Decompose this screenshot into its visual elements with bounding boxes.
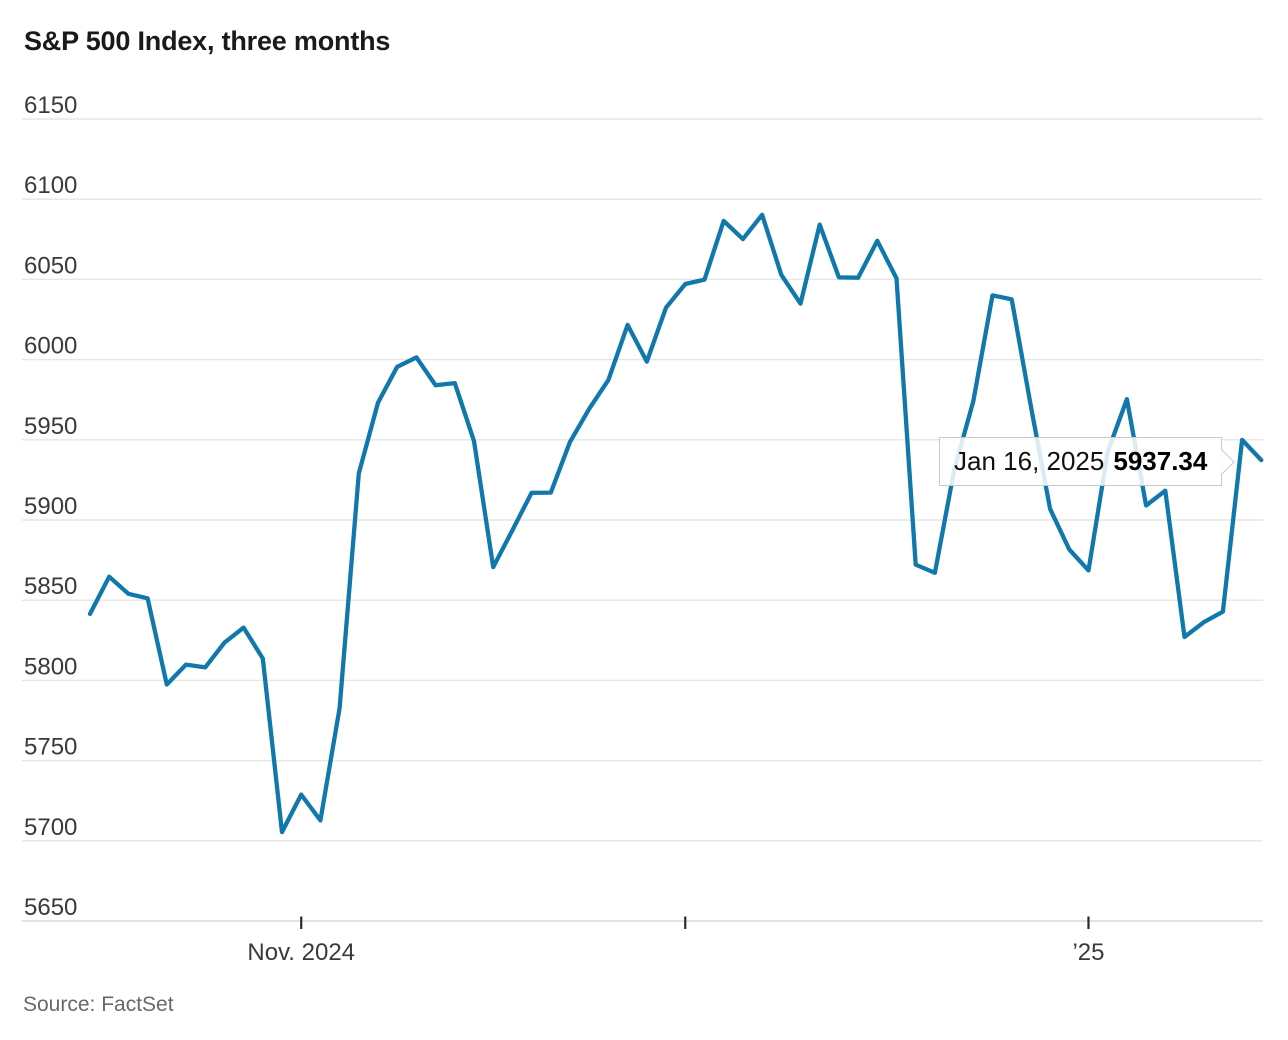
y-axis-label: 6100 <box>24 172 77 199</box>
price-line[interactable] <box>87 212 1264 835</box>
y-axis-label: 5700 <box>24 814 77 841</box>
tooltip-date-label: Jan 16, 2025 <box>954 446 1105 476</box>
y-axis-label: 5900 <box>24 493 77 520</box>
y-axis-label: 5750 <box>24 734 77 761</box>
y-axis-label: 5650 <box>24 894 77 921</box>
y-axis-label: 6150 <box>24 92 77 119</box>
source-note: Source: FactSet <box>23 993 174 1016</box>
tooltip-value-label: 5937.34 <box>1113 446 1208 476</box>
y-axis-label: 5800 <box>24 653 77 680</box>
y-axis-label: 6050 <box>24 252 77 279</box>
x-axis-label: ’25 <box>1072 939 1104 966</box>
x-axis-label: Nov. 2024 <box>247 939 355 966</box>
y-axis-label: 5950 <box>24 413 77 440</box>
chart-title: S&P 500 Index, three months <box>24 26 391 56</box>
tooltip: Jan 16, 2025 5937.34 <box>939 437 1236 486</box>
y-axis-label: 6000 <box>24 333 77 360</box>
y-axis-label: 5850 <box>24 573 77 600</box>
